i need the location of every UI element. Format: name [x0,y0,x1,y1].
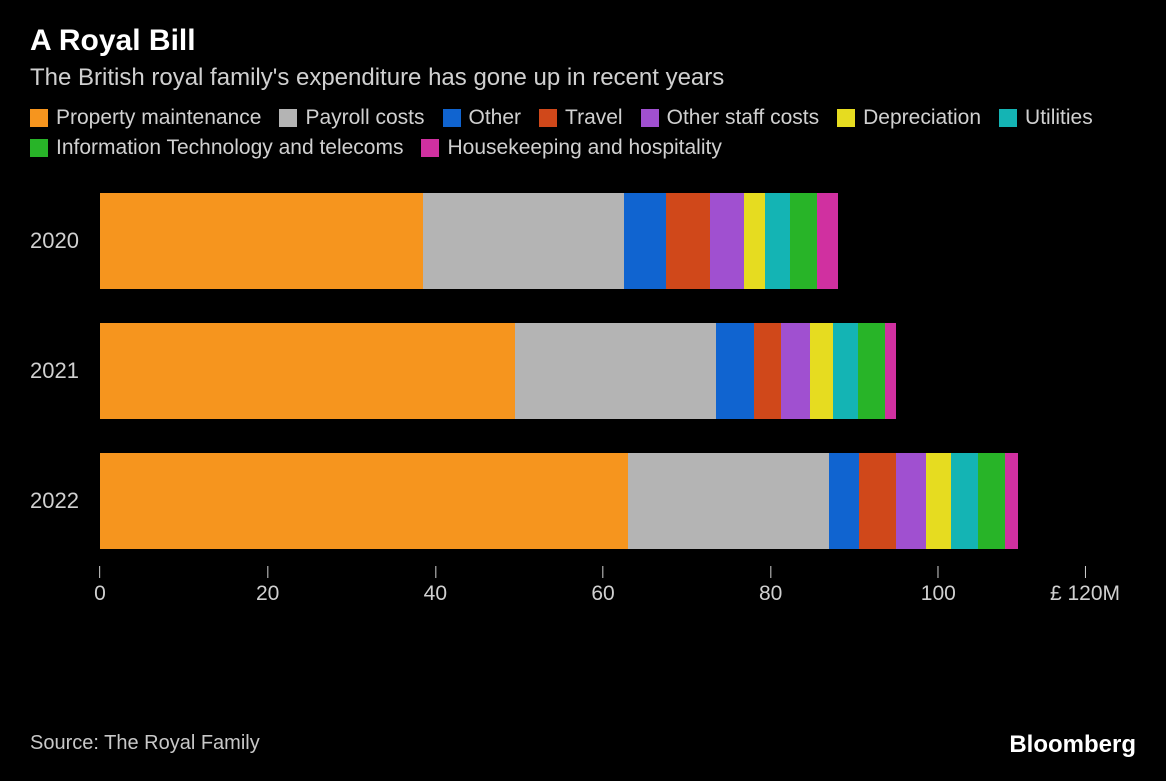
legend: Property maintenance Payroll costs Other Tr… [30,106,1136,160]
tick-line [267,566,268,578]
bar-segment [951,453,978,549]
bar-track [100,453,1106,549]
tick-line [100,566,101,578]
bar-segment [896,453,925,549]
chart-area: 202020212022 020406080100£ 120M [100,176,1106,606]
x-tick: 40 [424,566,447,606]
legend-swatch [837,109,855,127]
bar-segment [810,323,833,419]
legend-item: Payroll costs [279,106,424,130]
tick-line [938,566,939,578]
bar-track [100,323,1106,419]
tick-line [435,566,436,578]
bar-segment [100,453,628,549]
legend-item: Housekeeping and hospitality [421,136,721,160]
legend-item: Travel [539,106,623,130]
tick-line [1084,566,1085,578]
bar-row: 2022 [100,436,1106,566]
legend-swatch [443,109,461,127]
tick-label: 0 [94,582,106,606]
x-tick: 20 [256,566,279,606]
legend-swatch [539,109,557,127]
legend-label: Depreciation [863,106,981,130]
legend-label: Property maintenance [56,106,261,130]
bar-segment [1005,453,1018,549]
year-label: 2020 [30,228,90,254]
x-axis: 020406080100£ 120M [100,566,1106,606]
legend-swatch [641,109,659,127]
bar-segment [710,193,744,289]
x-tick: 60 [591,566,614,606]
legend-label: Other [469,106,522,130]
bar-segment [859,453,897,549]
bar-segment [926,453,951,549]
bar-segment [423,193,624,289]
bar-segment [628,453,829,549]
bar-segment [781,323,810,419]
legend-label: Utilities [1025,106,1093,130]
bar-segment [790,193,817,289]
legend-item: Other [443,106,522,130]
chart-subtitle: The British royal family's expenditure h… [30,64,1136,92]
bar-segment [100,323,515,419]
bar-segment [716,323,754,419]
tick-label: 40 [424,582,447,606]
legend-label: Travel [565,106,623,130]
legend-item: Other staff costs [641,106,820,130]
bar-segment [754,323,781,419]
bar-segment [765,193,790,289]
x-tick: 0 [94,566,106,606]
x-tick: 100 [921,566,956,606]
bar-segment [100,193,423,289]
legend-item: Utilities [999,106,1093,130]
tick-label: 100 [921,582,956,606]
legend-swatch [30,139,48,157]
tick-label: 20 [256,582,279,606]
bar-segment [624,193,666,289]
x-tick: £ 120M [1050,566,1120,606]
legend-label: Information Technology and telecoms [56,136,403,160]
bar-segment [885,323,897,419]
year-label: 2022 [30,488,90,514]
year-label: 2021 [30,358,90,384]
bar-segment [515,323,716,419]
tick-label: £ 120M [1050,582,1120,606]
tick-line [770,566,771,578]
bar-track [100,193,1106,289]
bar-row: 2021 [100,306,1106,436]
bar-segment [978,453,1006,549]
legend-swatch [279,109,297,127]
tick-label: 60 [591,582,614,606]
source-text: Source: The Royal Family [30,732,260,755]
legend-item: Property maintenance [30,106,261,130]
x-tick: 80 [759,566,782,606]
bars-container: 202020212022 [100,176,1106,566]
legend-label: Housekeeping and hospitality [447,136,721,160]
chart-title: A Royal Bill [30,24,1136,58]
legend-item: Depreciation [837,106,981,130]
bar-row: 2020 [100,176,1106,306]
bar-segment [829,453,858,549]
tick-label: 80 [759,582,782,606]
bar-segment [817,193,838,289]
legend-swatch [999,109,1017,127]
legend-swatch [30,109,48,127]
brand-logo: Bloomberg [1009,731,1136,759]
bar-segment [744,193,765,289]
bar-segment [833,323,858,419]
bar-segment [858,323,885,419]
legend-item: Information Technology and telecoms [30,136,403,160]
bar-segment [666,193,710,289]
legend-label: Payroll costs [305,106,424,130]
legend-swatch [421,139,439,157]
tick-line [602,566,603,578]
legend-label: Other staff costs [667,106,820,130]
